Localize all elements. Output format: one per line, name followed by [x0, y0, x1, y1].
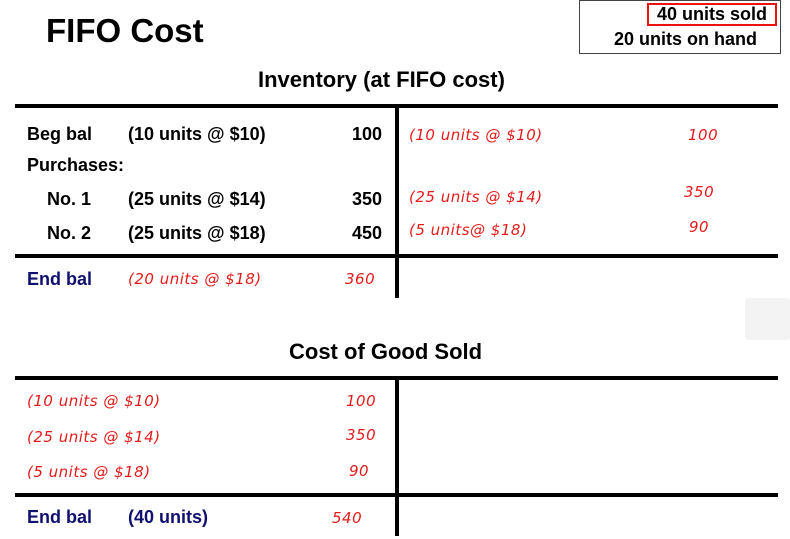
- side-panel-tab: [745, 298, 790, 340]
- cogs-end-rule: [15, 493, 778, 497]
- page-title: FIFO Cost: [46, 12, 204, 49]
- end-bal-amount: 360: [345, 270, 376, 288]
- purchase-2-label: No. 2: [47, 223, 92, 243]
- units-sold-label: 40 units sold: [647, 3, 777, 26]
- cogs-end-bal-amount: 540: [332, 509, 363, 527]
- cogs-divider: [395, 376, 399, 536]
- cogs-end-bal-label: End bal: [27, 507, 93, 527]
- credit-3-amount: 90: [689, 218, 710, 236]
- cogs-row-2-desc: (25 units @ $14): [27, 428, 161, 446]
- end-bal-desc: (20 units @ $18): [128, 270, 262, 288]
- credit-3-desc: (5 units@ $18): [409, 221, 528, 239]
- cogs-row-1-desc: (10 units @ $10): [27, 392, 161, 410]
- inventory-end-rule: [15, 254, 778, 258]
- cogs-row-2-amount: 350: [346, 426, 377, 444]
- units-on-hand-label: 20 units on hand: [614, 29, 758, 49]
- purchases-label: Purchases:: [27, 155, 125, 175]
- purchase-1-desc: (25 units @ $14): [128, 189, 266, 209]
- inventory-heading: Inventory (at FIFO cost): [258, 67, 505, 92]
- beg-bal-amount: 100: [351, 124, 382, 144]
- beg-bal-desc: (10 units @ $10): [128, 124, 266, 144]
- credit-2-amount: 350: [684, 183, 715, 201]
- purchase-2-desc: (25 units @ $18): [128, 223, 266, 243]
- cogs-heading: Cost of Good Sold: [289, 339, 483, 364]
- purchase-2-amount: 450: [351, 223, 382, 243]
- cogs-row-3-desc: (5 units @ $18): [27, 463, 151, 481]
- purchase-1-amount: 350: [351, 189, 382, 209]
- summary-box: [579, 0, 781, 54]
- credit-2-desc: (25 units @ $14): [409, 188, 543, 206]
- inventory-divider: [395, 104, 399, 298]
- end-bal-label: End bal: [27, 269, 93, 289]
- credit-1-desc: (10 units @ $10): [409, 126, 543, 144]
- purchase-1-label: No. 1: [47, 189, 92, 209]
- cogs-end-bal-desc: (40 units): [128, 507, 209, 527]
- cogs-row-1-amount: 100: [346, 392, 377, 410]
- beg-bal-label: Beg bal: [27, 124, 93, 144]
- cogs-row-3-amount: 90: [349, 462, 370, 480]
- credit-1-amount: 100: [688, 126, 719, 144]
